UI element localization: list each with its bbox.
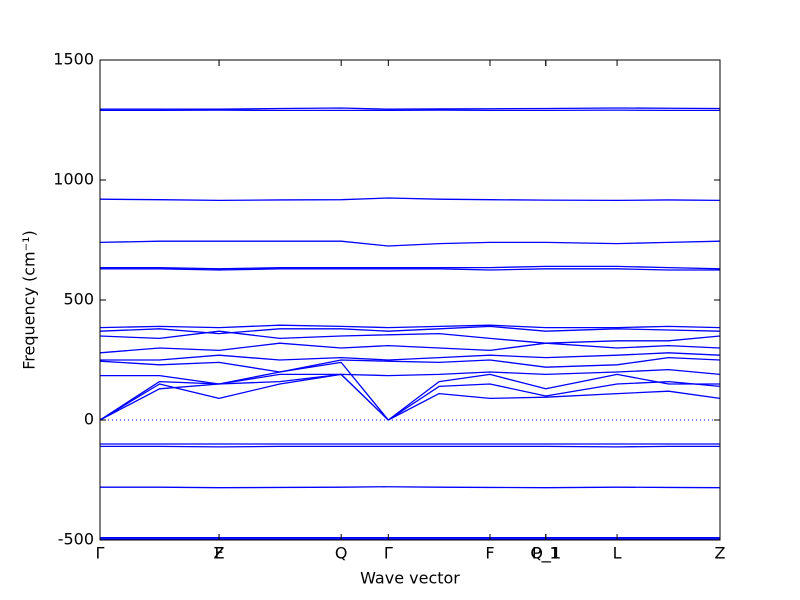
band-line	[100, 107, 721, 110]
band-line	[99, 342, 721, 354]
band-line	[99, 361, 720, 421]
x-tick-label: Z	[214, 544, 225, 563]
x-tick-label: F	[214, 544, 223, 563]
y-tick-label: 1000	[53, 170, 94, 189]
x-tick-label: Q_1	[530, 544, 561, 564]
y-tick-label: 0	[84, 410, 94, 429]
band-line	[100, 268, 720, 271]
band-line	[100, 368, 721, 385]
x-tick-label: Z	[715, 544, 726, 563]
band-line	[99, 324, 721, 329]
x-tick-label: F	[485, 544, 494, 563]
y-tick-label: 500	[63, 290, 94, 309]
y-tick-label: 1500	[53, 50, 94, 69]
x-tick-label: Γ	[384, 544, 393, 563]
x-tick-label: Q	[335, 544, 348, 563]
band-line	[99, 197, 721, 202]
band-line	[100, 265, 721, 270]
band-line	[100, 486, 721, 489]
y-tick-label: -500	[58, 530, 94, 549]
band-line	[100, 352, 721, 361]
x-tick-label: Γ	[96, 544, 105, 563]
x-axis-label: Wave vector	[360, 569, 460, 588]
band-line	[99, 325, 721, 335]
x-tick-label: L	[613, 544, 622, 563]
band-line	[99, 373, 721, 421]
y-axis-label: Frequency (cm⁻¹)	[20, 230, 39, 369]
band-line	[99, 240, 721, 247]
band-line	[99, 356, 721, 373]
x-tick-label: P_1	[532, 544, 560, 564]
band-line	[99, 373, 721, 421]
